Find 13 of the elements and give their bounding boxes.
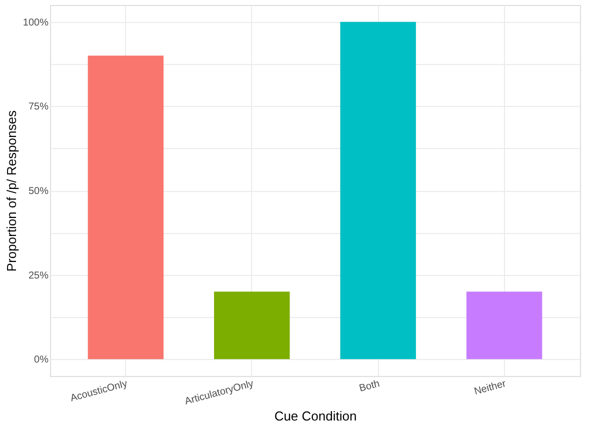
bar <box>214 292 290 360</box>
x-tick-label: Both <box>358 378 381 394</box>
x-axis-title: Cue Condition <box>274 408 357 424</box>
bar <box>340 22 416 360</box>
y-tick-label: 0% <box>34 354 49 366</box>
y-tick-label: 75% <box>28 102 49 113</box>
bar <box>466 292 542 360</box>
bar <box>88 56 164 360</box>
y-axis-title: Proportion of /p/ Responses <box>4 110 19 272</box>
x-tick-label: Neither <box>473 378 508 398</box>
y-tick-label: 100% <box>22 17 49 28</box>
y-tick-label: 25% <box>28 270 49 282</box>
y-tick-label: 50% <box>28 186 49 197</box>
